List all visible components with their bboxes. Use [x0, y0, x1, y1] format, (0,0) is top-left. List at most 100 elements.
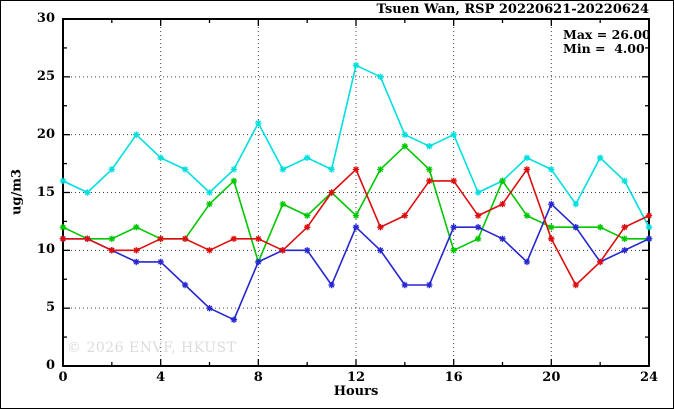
legend: Max = 26.00 Min = 4.00	[563, 28, 651, 56]
x-tick-label: 20	[542, 370, 561, 385]
series-blue-marker	[304, 247, 311, 254]
series-green-marker	[230, 177, 238, 185]
series-blue-marker	[255, 258, 262, 266]
series-cyan-marker	[401, 131, 408, 138]
series-red-marker	[133, 247, 140, 254]
series-cyan-marker	[474, 189, 482, 196]
series-red-marker	[255, 235, 262, 243]
series-cyan-marker	[377, 73, 384, 81]
chart-title: Tsuen Wan, RSP 20220621-20220624	[376, 2, 649, 17]
series-cyan-marker	[645, 223, 653, 231]
series-cyan-marker	[157, 154, 164, 162]
series-red-marker	[621, 223, 628, 231]
series-cyan-marker	[352, 62, 360, 69]
series-cyan-marker	[255, 119, 262, 127]
y-axis-label: ug/m3	[9, 168, 25, 216]
series-blue-marker	[621, 247, 628, 254]
series-cyan-marker	[84, 189, 91, 196]
series-green-marker	[548, 223, 555, 231]
series-red-marker	[597, 258, 604, 266]
series-blue-marker	[645, 235, 653, 243]
series-green-marker	[621, 235, 628, 243]
y-tick-label: 5	[45, 300, 55, 316]
series-blue-marker	[474, 223, 482, 231]
series-blue-marker	[499, 235, 506, 243]
x-axis-label: Hours	[333, 384, 379, 399]
series-red-marker	[328, 189, 335, 196]
series-red-marker	[474, 212, 482, 219]
y-tick-label: 15	[36, 184, 55, 200]
series-red-marker	[401, 212, 408, 219]
series-green-marker	[377, 166, 384, 173]
series-blue-marker	[548, 200, 555, 208]
series-cyan-marker	[230, 166, 238, 173]
plot-border	[62, 18, 650, 367]
x-tick-label: 8	[253, 370, 263, 385]
series-blue-marker	[401, 281, 408, 289]
y-tick-label: 20	[36, 126, 55, 142]
series-green-marker	[426, 166, 433, 173]
series-red-marker	[84, 235, 91, 243]
series-red-marker	[352, 166, 360, 173]
x-tick-label: 16	[444, 370, 463, 385]
series-red-marker	[108, 247, 116, 254]
series-green-marker	[597, 223, 604, 231]
series-red-marker	[572, 281, 579, 289]
series-red-marker	[230, 235, 238, 243]
x-tick-label: 12	[346, 370, 366, 385]
y-tick-label: 25	[36, 68, 55, 84]
y-tick-label: 10	[36, 242, 55, 258]
series-blue-marker	[206, 305, 213, 312]
series-green-marker	[523, 212, 531, 219]
series-cyan-marker	[621, 177, 628, 185]
series-red-marker	[304, 223, 311, 231]
series-green-marker	[133, 223, 140, 231]
series-cyan-marker	[279, 166, 286, 173]
series-blue-marker	[572, 223, 579, 231]
x-tick-label: 24	[639, 370, 659, 385]
series-cyan-marker	[304, 154, 311, 162]
series-green-marker	[206, 200, 213, 208]
series-blue-line	[63, 203, 650, 321]
series-red-marker	[426, 177, 433, 185]
series-cyan-marker	[59, 177, 67, 185]
series-green-marker	[279, 200, 286, 208]
series-red-marker	[206, 247, 213, 254]
y-tick-label: 30	[36, 11, 55, 26]
series-blue-marker	[230, 316, 238, 323]
series-cyan-marker	[181, 166, 189, 173]
series-red-marker	[377, 223, 384, 231]
series-green-marker	[352, 212, 360, 219]
series-green-marker	[59, 223, 67, 231]
y-tick-label: 0	[45, 358, 55, 373]
series-green-marker	[499, 177, 506, 185]
legend-max-value: Max = 26.00	[563, 27, 651, 42]
series-blue-marker	[181, 281, 189, 289]
watermark: © 2026 ENVF, HKUST	[67, 340, 237, 356]
series-cyan-marker	[597, 154, 604, 162]
series-blue-marker	[328, 281, 335, 289]
series-cyan-marker	[572, 200, 579, 208]
series-blue-marker	[450, 223, 457, 231]
series-red-marker	[450, 177, 457, 185]
series-green-marker	[401, 142, 408, 150]
series-cyan-line	[62, 64, 650, 228]
series-red-marker	[499, 200, 506, 208]
series-cyan-marker	[450, 131, 457, 138]
series-blue-marker	[426, 281, 433, 289]
series-cyan-marker	[426, 142, 433, 150]
series-cyan-marker	[108, 166, 116, 173]
series-red-marker	[523, 166, 531, 173]
x-tick-label: 0	[58, 370, 68, 385]
series-blue-marker	[133, 258, 140, 266]
x-tick-label: 4	[156, 370, 166, 385]
series-blue-marker	[157, 258, 164, 266]
series-cyan-marker	[523, 154, 531, 162]
series-green-marker	[304, 212, 311, 219]
series-blue-marker	[523, 258, 531, 266]
series-green-marker	[450, 247, 457, 254]
series-green-marker	[108, 235, 116, 243]
series-red-marker	[59, 235, 67, 243]
